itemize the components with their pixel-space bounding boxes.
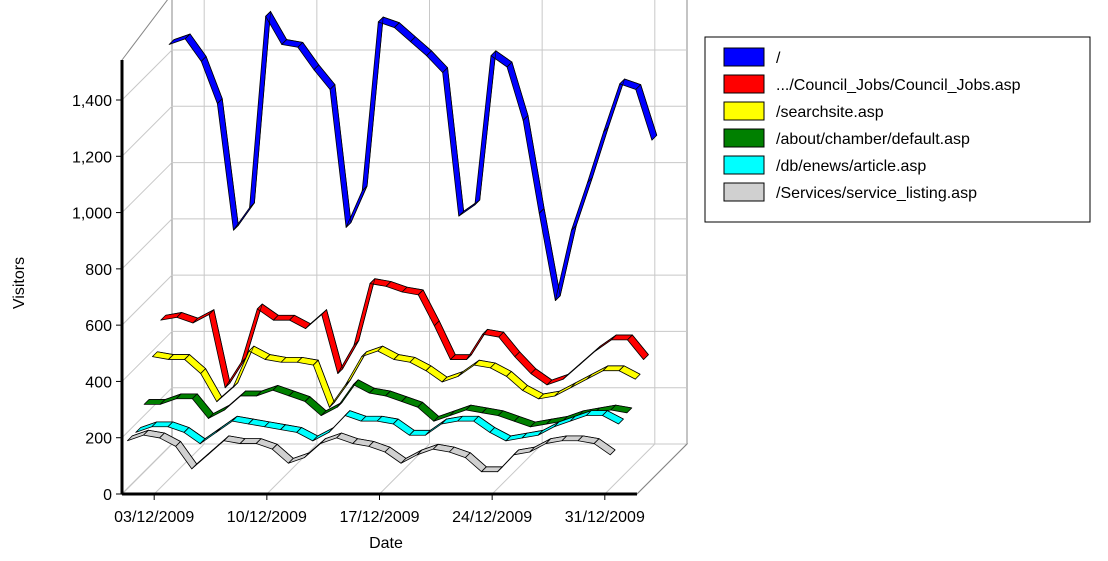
- gridline-side: [121, 162, 173, 213]
- gridline-floor: [266, 443, 318, 495]
- y-tick-label: 400: [85, 374, 112, 391]
- x-tick-label: 10/12/2009: [227, 509, 307, 526]
- legend-swatch: [723, 101, 765, 121]
- chart-legend: / .../Council_Jobs/Council_Jobs.asp/searc…: [704, 36, 1091, 223]
- left-wall: [121, 0, 173, 496]
- gridline-floor: [153, 443, 205, 495]
- x-tick-label: 03/12/2009: [114, 509, 194, 526]
- x-tick-label: 31/12/2009: [565, 509, 645, 526]
- legend-label: /searchsite.asp: [776, 104, 884, 121]
- gridline-side: [121, 49, 173, 101]
- gridline-floor: [604, 443, 656, 495]
- series-0: [168, 10, 658, 301]
- gridline-side: [121, 443, 173, 495]
- chart-series: [127, 10, 658, 473]
- legend-label: /about/chamber/default.asp: [776, 131, 970, 148]
- gridline-side: [121, 218, 173, 270]
- y-tick-label: 200: [85, 431, 112, 448]
- series-edge: [140, 410, 624, 440]
- y-tick-label: 1,000: [72, 206, 112, 223]
- legend-box: [704, 36, 1091, 223]
- y-axis-label: Visitors: [11, 257, 28, 309]
- legend-swatch: [723, 128, 765, 148]
- gridline-side: [121, 105, 173, 157]
- series-1: [160, 278, 649, 389]
- legend-label: /db/enews/article.asp: [776, 158, 926, 175]
- legend-label: /: [776, 50, 781, 67]
- y-tick-labels: 0 200 400 600 800 1,000 1,200 1,400: [72, 93, 122, 504]
- x-tick-labels: 03/12/2009 10/12/2009 17/12/2009 24/12/2009…: [114, 494, 645, 526]
- series-edge: [157, 345, 641, 404]
- series-edge: [173, 10, 658, 296]
- y-tick-label: 1,400: [72, 93, 112, 110]
- x-tick-label: 24/12/2009: [452, 509, 532, 526]
- gridline-side: [121, 274, 173, 326]
- legend-label: .../Council_Jobs/Council_Jobs.asp: [776, 77, 1021, 94]
- x-tick-label: 17/12/2009: [339, 509, 419, 526]
- legend-label: /Services/service_listing.asp: [776, 185, 977, 202]
- gridline-side: [121, 387, 173, 439]
- series-3: [143, 379, 633, 428]
- series-edge: [132, 429, 616, 468]
- series-5: [127, 429, 616, 473]
- legend-swatch: [723, 74, 765, 94]
- series-2: [152, 345, 641, 408]
- series-4: [135, 410, 624, 445]
- y-tick-label: 800: [85, 262, 112, 279]
- y-tick-label: 0: [103, 487, 112, 504]
- floor-right-edge: [636, 443, 688, 495]
- y-tick-label: 1,200: [72, 149, 112, 166]
- legend-swatch: [723, 182, 765, 202]
- chart-gridlines: [121, 0, 687, 495]
- legend-swatch: [723, 47, 765, 67]
- gridline-side: [121, 331, 173, 382]
- y-tick-label: 600: [85, 318, 112, 335]
- gridline-floor: [491, 443, 543, 495]
- x-axis-label: Date: [369, 535, 403, 552]
- legend-swatch: [723, 155, 765, 175]
- series-edge: [148, 379, 632, 423]
